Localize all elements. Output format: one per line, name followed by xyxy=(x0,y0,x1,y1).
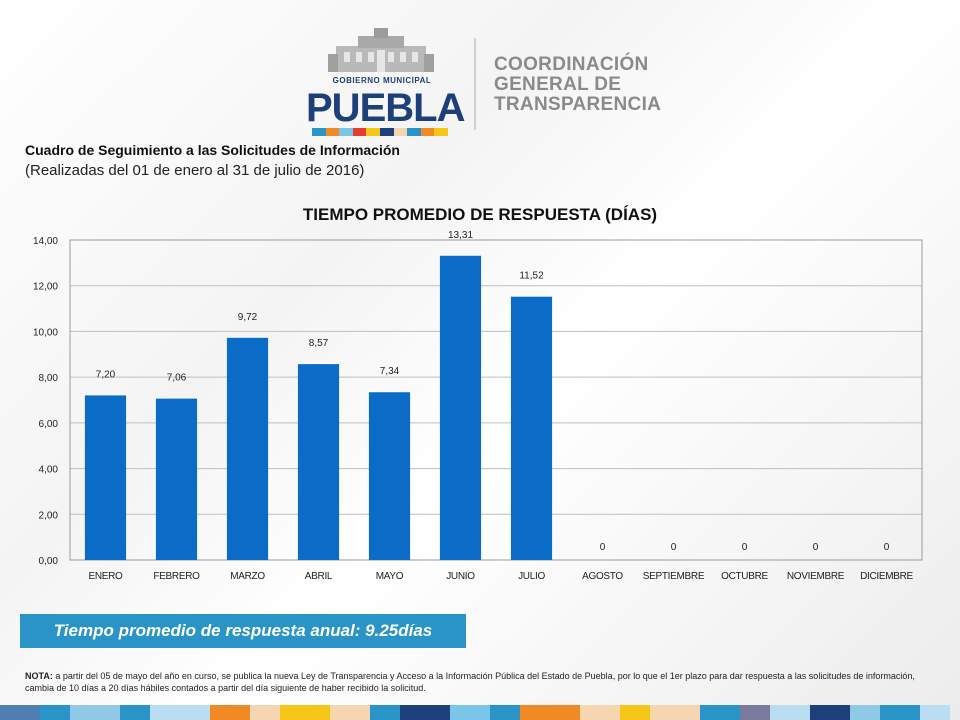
puebla-logo: GOBIERNO MUNICIPAL PUEBLA xyxy=(306,28,466,136)
data-label: 0 xyxy=(671,542,677,553)
category-label: FEBRERO xyxy=(153,571,200,582)
category-label: JUNIO xyxy=(446,571,475,582)
data-label: 0 xyxy=(813,542,819,553)
data-label: 9,72 xyxy=(238,312,258,323)
data-label: 8,57 xyxy=(309,338,329,349)
document-subtitle: (Realizadas del 01 de enero al 31 de jul… xyxy=(25,162,365,179)
category-label: AGOSTO xyxy=(582,571,623,582)
category-label: ABRIL xyxy=(305,571,333,582)
data-label: 0 xyxy=(884,542,890,553)
y-tick-label: 8,00 xyxy=(39,373,59,384)
bar xyxy=(226,337,269,560)
category-label: DICIEMBRE xyxy=(860,571,913,582)
bar xyxy=(510,296,553,560)
bar-chart: 0,00 2,00 4,00 6,00 8,00 10,00 12,00 14,00 7,20 E… xyxy=(33,230,923,582)
bar xyxy=(439,255,482,560)
footnote-text: a partir del 05 de mayo del año en curso… xyxy=(25,671,915,693)
data-label: 0 xyxy=(600,542,606,553)
bar xyxy=(84,395,127,560)
data-label: 13,31 xyxy=(448,230,473,241)
data-label: 7,20 xyxy=(96,369,116,380)
data-label: 7,06 xyxy=(167,373,187,384)
y-tick-label: 6,00 xyxy=(39,419,59,430)
y-tick-label: 10,00 xyxy=(33,327,58,338)
category-label: MARZO xyxy=(230,571,265,582)
data-label: 0 xyxy=(742,542,748,553)
category-label: JULIO xyxy=(518,571,545,582)
coordination-line: TRANSPARENCIA xyxy=(494,94,662,115)
coordination-line: COORDINACIÓN xyxy=(494,54,649,75)
bar xyxy=(368,392,411,560)
data-label: 11,52 xyxy=(519,271,544,282)
footnote: NOTA: a partir del 05 de mayo del año en… xyxy=(25,670,935,694)
coordination-line: GENERAL DE xyxy=(494,74,622,95)
city-hall-icon xyxy=(328,28,434,72)
plot-frame xyxy=(69,239,923,561)
header-divider xyxy=(474,38,476,130)
footnote-label: NOTA: xyxy=(25,671,53,681)
coordination-title: COORDINACIÓN GENERAL DE TRANSPARENCIA xyxy=(494,55,694,115)
y-tick-label: 0,00 xyxy=(39,556,59,567)
y-tick-label: 2,00 xyxy=(39,510,59,521)
annual-summary-box: Tiempo promedio de respuesta anual: 9.25… xyxy=(20,614,466,648)
document-title: Cuadro de Seguimiento a las Solicitudes … xyxy=(25,142,400,158)
category-label: ENERO xyxy=(88,571,123,582)
category-label: SEPTIEMBRE xyxy=(643,571,705,582)
logo-small-text: GOBIERNO MUNICIPAL xyxy=(332,76,432,85)
bar xyxy=(297,364,340,560)
category-label: MAYO xyxy=(376,571,404,582)
logo-color-stripes xyxy=(312,128,448,136)
category-label: OCTUBRE xyxy=(721,571,768,582)
y-tick-label: 12,00 xyxy=(33,282,58,293)
logo-wordmark: PUEBLA xyxy=(306,86,465,130)
category-label: NOVIEMBRE xyxy=(787,571,845,582)
y-tick-label: 4,00 xyxy=(39,465,59,476)
y-tick-label: 14,00 xyxy=(33,236,58,247)
data-label: 7,34 xyxy=(380,366,400,377)
bar xyxy=(155,398,198,560)
chart-title: TIEMPO PROMEDIO DE RESPUESTA (DÍAS) xyxy=(302,205,658,224)
bottom-color-bar xyxy=(0,705,960,720)
